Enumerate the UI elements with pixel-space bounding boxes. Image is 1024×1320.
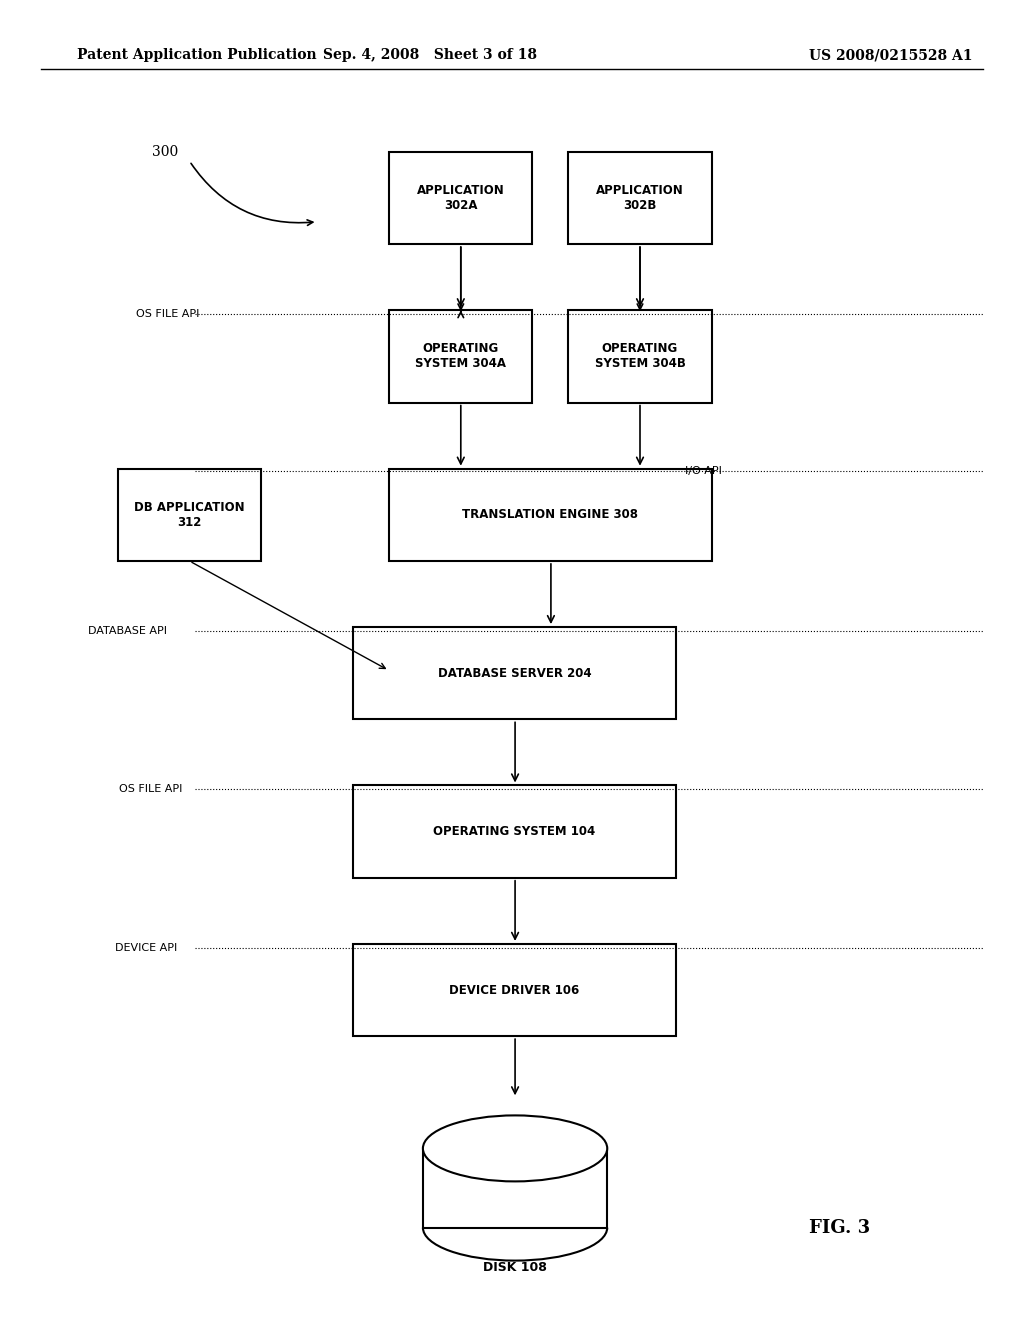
Text: 300: 300 <box>152 145 178 158</box>
FancyBboxPatch shape <box>353 944 676 1036</box>
Text: I/O API: I/O API <box>685 466 722 477</box>
Text: DEVICE API: DEVICE API <box>115 942 177 953</box>
Text: OS FILE API: OS FILE API <box>119 784 182 795</box>
Text: OPERATING
SYSTEM 304B: OPERATING SYSTEM 304B <box>595 342 685 371</box>
Text: TRANSLATION ENGINE 308: TRANSLATION ENGINE 308 <box>463 508 638 521</box>
Text: DEVICE DRIVER 106: DEVICE DRIVER 106 <box>450 983 580 997</box>
FancyBboxPatch shape <box>568 152 712 244</box>
Text: OPERATING SYSTEM 104: OPERATING SYSTEM 104 <box>433 825 596 838</box>
FancyBboxPatch shape <box>389 469 712 561</box>
Text: OPERATING
SYSTEM 304A: OPERATING SYSTEM 304A <box>416 342 506 371</box>
FancyBboxPatch shape <box>568 310 712 403</box>
Text: APPLICATION
302A: APPLICATION 302A <box>417 183 505 213</box>
FancyBboxPatch shape <box>423 1148 607 1228</box>
FancyBboxPatch shape <box>389 310 532 403</box>
Text: US 2008/0215528 A1: US 2008/0215528 A1 <box>809 49 973 62</box>
Text: DATABASE SERVER 204: DATABASE SERVER 204 <box>437 667 592 680</box>
Ellipse shape <box>423 1115 607 1181</box>
Text: DB APPLICATION
312: DB APPLICATION 312 <box>134 500 245 529</box>
FancyBboxPatch shape <box>389 152 532 244</box>
FancyBboxPatch shape <box>353 785 676 878</box>
Text: FIG. 3: FIG. 3 <box>809 1218 870 1237</box>
FancyBboxPatch shape <box>118 469 261 561</box>
FancyBboxPatch shape <box>353 627 676 719</box>
Text: DATABASE API: DATABASE API <box>88 626 167 636</box>
Text: OS FILE API: OS FILE API <box>136 309 200 319</box>
Text: Sep. 4, 2008   Sheet 3 of 18: Sep. 4, 2008 Sheet 3 of 18 <box>324 49 537 62</box>
Text: DISK 108: DISK 108 <box>483 1261 547 1274</box>
Text: Patent Application Publication: Patent Application Publication <box>77 49 316 62</box>
Text: APPLICATION
302B: APPLICATION 302B <box>596 183 684 213</box>
